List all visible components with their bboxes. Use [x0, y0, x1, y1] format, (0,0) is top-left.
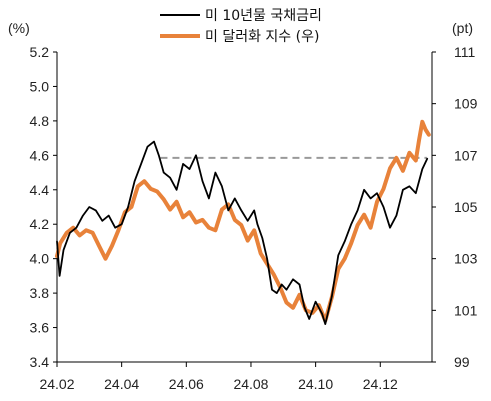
x-axis-tick-label: 24.10	[298, 376, 333, 392]
right-axis-unit: (pt)	[452, 20, 473, 36]
left-axis-tick-label: 4.6	[30, 147, 50, 163]
legend-label-dollar-index: 미 달러화 지수 (우)	[205, 29, 319, 45]
series-line-treasury-yield	[56, 140, 429, 325]
left-axis-unit: (%)	[8, 20, 30, 36]
series-line-dollar-index	[55, 119, 431, 323]
x-axis-tick-label: 24.06	[169, 376, 204, 392]
left-axis-tick-label: 4.4	[30, 182, 50, 198]
legend-label-treasury-yield: 미 10년물 국채금리	[205, 8, 322, 24]
right-axis-tick-label: 109	[454, 96, 478, 112]
left-axis-tick-label: 4.8	[30, 113, 50, 129]
right-axis-tick-label: 107	[454, 147, 478, 163]
right-axis: 111 109 107 105 103 101 99	[431, 44, 478, 370]
left-axis-tick-label: 3.8	[30, 285, 50, 301]
left-axis-tick-label: 5.0	[30, 78, 50, 94]
x-axis-tick-label: 24.02	[39, 376, 74, 392]
right-axis-tick-label: 103	[454, 251, 478, 267]
left-axis-tick-label: 3.6	[30, 320, 50, 336]
series-group	[55, 119, 431, 325]
right-axis-tick-label: 111	[454, 44, 475, 60]
x-axis-tick-label: 24.12	[363, 376, 398, 392]
left-axis-tick-label: 5.2	[30, 44, 50, 60]
right-axis-tick-label: 99	[454, 354, 470, 370]
left-axis: 5.2 5.0 4.8 4.6 4.4 4.2 4.0 3.8 3.6 3.4	[30, 44, 58, 370]
left-axis-tick-label: 4.0	[30, 251, 50, 267]
x-axis-tick-label: 24.08	[233, 376, 268, 392]
left-axis-tick-label: 4.2	[30, 216, 50, 232]
x-axis-tick-label: 24.04	[104, 376, 139, 392]
right-axis-tick-label: 105	[454, 199, 478, 215]
legend: 미 10년물 국채금리 미 달러화 지수 (우)	[160, 8, 322, 45]
left-axis-tick-label: 3.4	[30, 354, 50, 370]
x-axis: 24.02 24.04 24.06 24.08 24.10 24.12	[39, 361, 432, 392]
right-axis-tick-label: 101	[454, 302, 478, 318]
